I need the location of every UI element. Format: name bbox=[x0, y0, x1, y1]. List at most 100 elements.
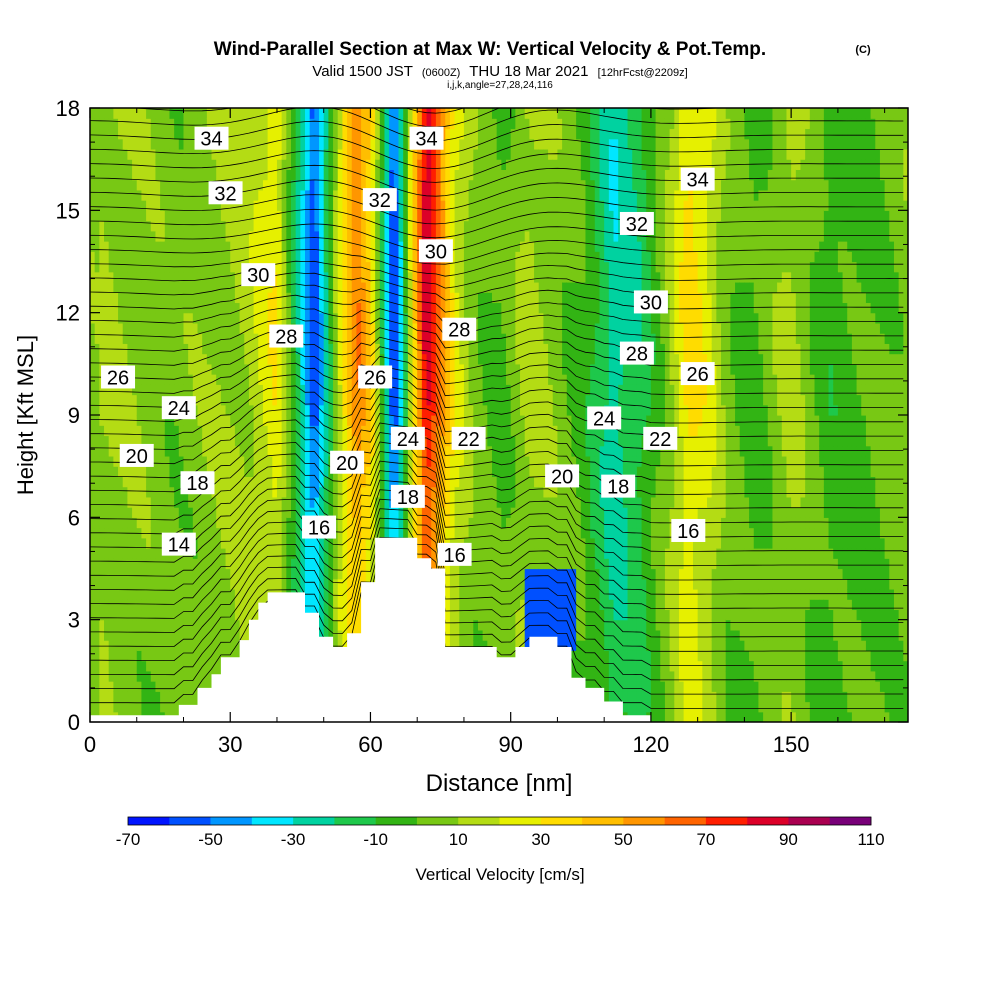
w-cell bbox=[216, 415, 222, 426]
w-cell bbox=[122, 486, 128, 498]
w-cell bbox=[136, 650, 143, 662]
w-cell bbox=[295, 363, 301, 375]
w-cell bbox=[407, 271, 414, 283]
w-cell bbox=[174, 312, 180, 324]
w-cell bbox=[118, 466, 124, 477]
w-cell bbox=[113, 251, 119, 263]
w-cell bbox=[202, 415, 208, 426]
w-cell bbox=[276, 507, 283, 518]
w-cell bbox=[90, 292, 96, 304]
w-cell bbox=[379, 333, 386, 344]
w-cell bbox=[104, 517, 110, 529]
w-cell bbox=[99, 220, 105, 232]
w-cell bbox=[188, 384, 194, 396]
w-cell bbox=[211, 322, 217, 334]
w-cell bbox=[314, 578, 320, 590]
w-cell bbox=[267, 230, 273, 242]
w-cell bbox=[164, 179, 171, 191]
w-cell bbox=[417, 404, 423, 416]
w-cell bbox=[276, 159, 283, 170]
w-cell bbox=[113, 312, 119, 324]
w-cell bbox=[155, 609, 161, 621]
w-cell bbox=[393, 281, 400, 293]
w-cell bbox=[449, 292, 456, 304]
w-cell bbox=[90, 619, 96, 631]
w-cell bbox=[136, 517, 143, 529]
w-cell bbox=[253, 537, 259, 549]
w-cell bbox=[262, 302, 269, 314]
w-cell bbox=[132, 476, 138, 488]
w-cell bbox=[90, 691, 96, 703]
w-cell bbox=[431, 261, 437, 273]
w-cell bbox=[403, 415, 409, 426]
w-cell bbox=[379, 445, 386, 457]
w-cell bbox=[99, 333, 105, 344]
w-cell bbox=[230, 384, 236, 396]
w-cell bbox=[183, 445, 189, 457]
w-cell bbox=[323, 159, 329, 170]
w-cell bbox=[127, 148, 133, 160]
w-cell bbox=[174, 384, 180, 396]
w-cell bbox=[300, 507, 306, 518]
w-cell bbox=[225, 537, 231, 549]
w-cell bbox=[295, 169, 301, 181]
w-cell bbox=[202, 384, 208, 396]
w-cell bbox=[337, 486, 344, 498]
w-cell bbox=[431, 363, 437, 375]
w-cell bbox=[309, 230, 315, 242]
w-cell bbox=[169, 588, 175, 600]
w-cell bbox=[234, 496, 241, 508]
w-cell bbox=[290, 507, 297, 518]
w-cell bbox=[407, 374, 414, 385]
w-cell bbox=[459, 588, 465, 600]
w-cell bbox=[393, 108, 400, 119]
w-cell bbox=[150, 486, 157, 498]
w-cell bbox=[197, 599, 203, 611]
w-cell bbox=[108, 394, 114, 406]
w-cell bbox=[155, 210, 161, 222]
w-cell bbox=[244, 415, 250, 426]
w-cell bbox=[99, 445, 105, 457]
w-cell bbox=[192, 333, 199, 344]
w-cell bbox=[290, 517, 297, 529]
w-cell bbox=[90, 353, 96, 365]
w-cell bbox=[389, 118, 395, 130]
w-cell bbox=[160, 292, 166, 304]
w-cell bbox=[155, 599, 161, 611]
w-cell bbox=[155, 558, 161, 570]
w-cell bbox=[426, 118, 432, 130]
w-cell bbox=[300, 128, 306, 140]
w-cell bbox=[421, 527, 428, 539]
w-cell bbox=[113, 609, 119, 621]
w-cell bbox=[463, 230, 470, 242]
w-cell bbox=[463, 159, 470, 170]
w-cell bbox=[108, 701, 114, 713]
w-cell bbox=[230, 271, 236, 283]
w-cell bbox=[108, 292, 114, 304]
w-cell bbox=[197, 548, 203, 559]
w-cell bbox=[94, 629, 100, 641]
w-cell bbox=[449, 363, 456, 375]
w-cell bbox=[389, 445, 395, 457]
w-cell bbox=[141, 537, 147, 549]
w-cell bbox=[141, 108, 147, 119]
w-cell bbox=[314, 138, 320, 150]
w-cell bbox=[351, 159, 358, 170]
w-cell bbox=[155, 322, 161, 334]
w-cell bbox=[473, 148, 479, 160]
w-cell bbox=[290, 189, 297, 201]
w-cell bbox=[132, 701, 138, 713]
w-cell bbox=[164, 670, 171, 682]
w-cell bbox=[468, 629, 474, 641]
w-cell bbox=[192, 650, 199, 662]
w-cell bbox=[398, 312, 404, 324]
w-cell bbox=[211, 271, 217, 283]
w-cell bbox=[435, 210, 442, 222]
w-cell bbox=[183, 609, 189, 621]
w-cell bbox=[127, 220, 133, 232]
w-cell bbox=[305, 292, 311, 304]
w-cell bbox=[253, 578, 259, 590]
w-cell bbox=[323, 251, 329, 263]
w-cell bbox=[141, 384, 147, 396]
w-cell bbox=[319, 353, 325, 365]
